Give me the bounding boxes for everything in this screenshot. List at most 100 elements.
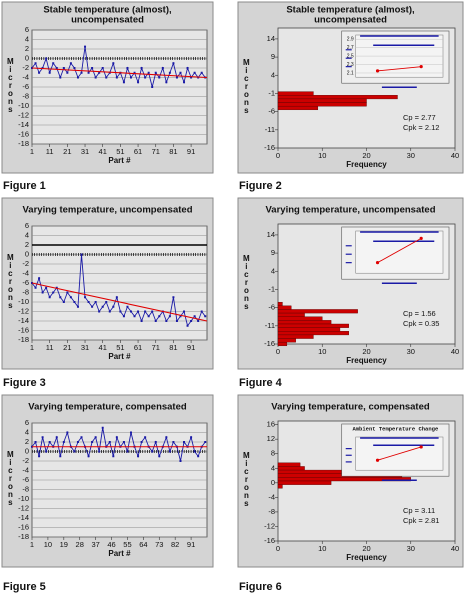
bar (277, 312, 305, 317)
y-tick-label: -11 (265, 321, 275, 330)
data-point (73, 301, 76, 303)
y-tick-label: 12 (267, 434, 275, 443)
data-point (144, 310, 147, 313)
data-point (94, 301, 97, 303)
y-tick-label: 2 (25, 240, 29, 249)
data-point (175, 320, 178, 322)
data-point (59, 296, 62, 299)
y-tick-label: -6 (268, 303, 275, 312)
x-tick-label: 20 (362, 347, 370, 356)
data-point (94, 76, 97, 79)
data-point (59, 455, 62, 458)
data-point (200, 310, 203, 313)
x-tick-label: 21 (63, 343, 71, 352)
figure-caption: Figure 5 (3, 581, 46, 593)
y-tick-label: -16 (264, 143, 275, 152)
data-point (87, 301, 90, 303)
data-point (179, 315, 182, 318)
x-axis-label: Frequency (346, 553, 387, 562)
y-tick-label: -14 (18, 316, 29, 325)
figure-caption: Figure 3 (3, 377, 46, 389)
x-tick-label: 30 (407, 151, 415, 160)
y-tick-label: 9 (271, 248, 275, 257)
y-tick-label: -14 (18, 513, 29, 522)
x-axis-label: Part # (108, 549, 131, 558)
data-point (175, 76, 178, 79)
data-line (31, 46, 206, 88)
bar (277, 466, 305, 471)
x-tick-label: 46 (107, 540, 115, 549)
data-point (52, 291, 55, 294)
y-tick-label: 0 (271, 478, 275, 487)
inset-line (377, 66, 422, 72)
data-point (66, 291, 69, 294)
y-tick-label: 6 (25, 221, 29, 230)
data-point (122, 315, 125, 318)
x-tick-label: 1 (30, 343, 34, 352)
y-axis-label: Microns (6, 57, 15, 113)
data-point (137, 81, 140, 84)
data-point (140, 320, 143, 322)
y-tick-label: -12 (18, 306, 29, 315)
x-tick-label: 81 (169, 147, 177, 156)
y-tick-label: -8 (22, 91, 29, 100)
data-point (165, 436, 168, 439)
y-tick-label: -16 (18, 325, 29, 334)
y-tick-label: 2 (25, 437, 29, 446)
data-point (98, 310, 101, 313)
y-tick-label: -16 (18, 129, 29, 138)
data-point (101, 426, 104, 429)
x-tick-label: 21 (63, 147, 71, 156)
data-point (133, 315, 136, 318)
data-point (168, 450, 171, 453)
chart-title: uncompensated (314, 15, 387, 26)
y-tick-label: -2 (22, 259, 29, 268)
data-point (48, 441, 51, 443)
data-point (45, 286, 48, 289)
data-point (126, 67, 129, 69)
data-point (112, 455, 115, 458)
data-point (80, 71, 83, 74)
x-tick-label: 28 (76, 540, 84, 549)
chart-title: Varying temperature, uncompensated (23, 205, 193, 216)
data-point (190, 320, 193, 322)
y-tick-label: -2 (22, 63, 29, 72)
x-axis-label: Part # (108, 352, 131, 361)
data-point (41, 436, 44, 439)
x-tick-label: 10 (318, 151, 326, 160)
x-tick-label: 40 (451, 151, 459, 160)
y-tick-label: -8 (22, 484, 29, 493)
data-point (144, 436, 147, 439)
data-point (48, 296, 51, 299)
bar (277, 320, 332, 325)
stat-text: Cp = 1.56 (403, 309, 436, 318)
data-point (73, 450, 76, 453)
inset-line (377, 237, 422, 264)
x-axis-label: Frequency (346, 356, 387, 365)
inset-tick-label: 2.5 (347, 53, 354, 59)
stat-text: Cpk = 2.81 (403, 516, 439, 525)
chart-title: Stable temperature (almost), (43, 5, 171, 16)
inset-point (419, 236, 423, 240)
inset-tick-label: 2.3 (347, 62, 354, 68)
data-point (55, 436, 58, 439)
bar (277, 102, 367, 107)
bar (277, 341, 288, 347)
data-point (200, 71, 203, 74)
data-point (186, 324, 189, 327)
x-tick-label: 11 (46, 343, 54, 352)
y-tick-label: -16 (264, 339, 275, 348)
x-axis-label: Frequency (346, 160, 387, 169)
y-tick-label: -10 (18, 101, 29, 110)
data-point (190, 76, 193, 79)
inset-tick-label: 2.1 (347, 70, 354, 76)
y-tick-label: -1 (268, 284, 275, 293)
data-point (158, 315, 161, 318)
data-point (137, 310, 140, 313)
x-tick-label: 82 (171, 540, 179, 549)
bar (277, 477, 411, 482)
data-point (112, 305, 115, 308)
data-point (87, 71, 90, 74)
x-tick-label: 71 (152, 147, 160, 156)
